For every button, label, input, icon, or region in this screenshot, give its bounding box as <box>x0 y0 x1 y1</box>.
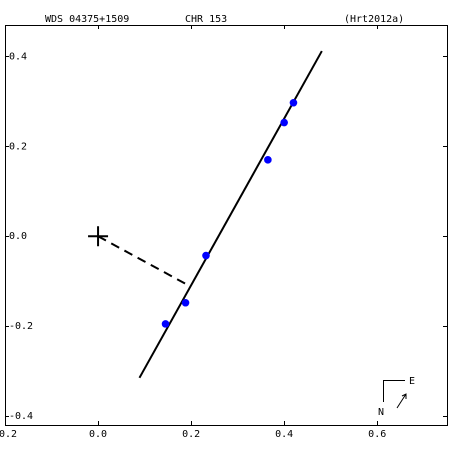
header-discoverer-label: CHR 153 <box>185 14 227 25</box>
compass-north-label: N <box>378 407 384 418</box>
compass: N E <box>378 376 415 418</box>
compass-axes <box>383 380 405 402</box>
observation-point <box>280 118 288 127</box>
x-tick-label: -0.2 <box>0 429 17 440</box>
observation-point <box>202 251 210 260</box>
x-tick-label: 0.2 <box>182 429 200 440</box>
observation-point <box>181 298 190 307</box>
plot-marks <box>88 50 323 379</box>
observation-point <box>289 98 298 107</box>
x-tick-label: 0.0 <box>89 429 107 440</box>
observation-point <box>264 156 272 164</box>
y-tick-label: -0.4 <box>9 411 33 422</box>
periastron-dashed-line <box>97 235 188 286</box>
y-axis-ticks: 0.4 0.2 0.0 -0.2 -0.4 <box>5 51 447 422</box>
header-wds-label: WDS 04375+1509 <box>45 14 129 25</box>
compass-arrow-icon <box>396 393 407 409</box>
y-tick-label: 0.0 <box>9 231 27 242</box>
y-tick-label: -0.2 <box>9 321 33 332</box>
x-tick-label: 0.6 <box>368 429 386 440</box>
header-reference-label: (Hrt2012a) <box>344 14 404 25</box>
x-tick-label: 0.4 <box>275 429 293 440</box>
plot-frame <box>5 25 448 426</box>
observation-point <box>161 320 170 328</box>
y-tick-label: 0.2 <box>9 141 27 152</box>
compass-east-label: E <box>409 376 415 387</box>
y-tick-label: 0.4 <box>9 51 27 62</box>
x-axis-ticks: -0.2 0.0 0.2 0.4 0.6 <box>0 25 386 440</box>
